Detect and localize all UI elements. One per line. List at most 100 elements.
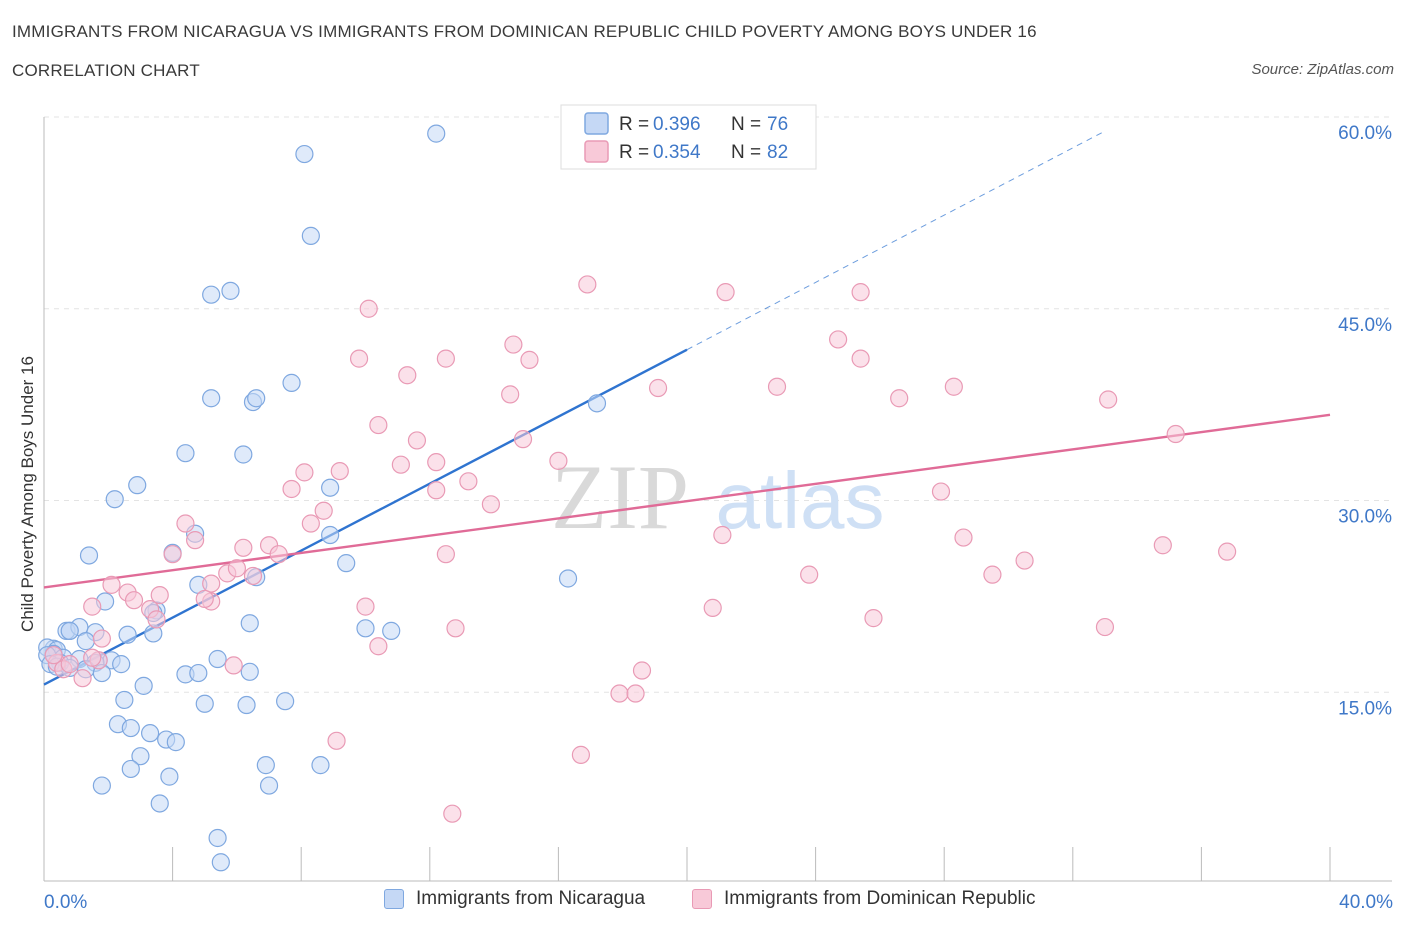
legend-n-label: N =: [731, 142, 761, 163]
point-nicaragua: [195, 694, 214, 713]
point-dominican: [1095, 617, 1115, 637]
point-dominican: [767, 377, 787, 396]
point-dominican: [83, 648, 102, 667]
point-dominican: [102, 575, 121, 594]
point-dominican: [549, 451, 568, 470]
legend-swatch-nicaragua: [584, 112, 609, 135]
point-nicaragua: [150, 794, 169, 813]
point-dominican: [150, 585, 169, 605]
point-nicaragua: [321, 525, 340, 545]
point-dominican: [851, 349, 870, 368]
point-dominican: [147, 610, 166, 629]
point-nicaragua: [282, 373, 301, 392]
point-dominican: [202, 574, 221, 593]
axes: 0.0% 40.0%: [43, 117, 1393, 913]
point-nicaragua: [256, 756, 275, 775]
point-nicaragua: [76, 632, 95, 651]
legend-label-dominican: Immigrants from Dominican Republic: [724, 888, 1036, 909]
x-tick-label: 0.0%: [44, 892, 87, 913]
point-dominican: [571, 745, 591, 764]
point-nicaragua: [234, 445, 253, 464]
point-dominican: [504, 335, 523, 354]
point-dominican: [314, 501, 333, 520]
point-nicaragua: [321, 478, 340, 497]
point-dominican: [1153, 536, 1172, 555]
point-dominican: [1015, 551, 1034, 570]
point-nicaragua: [121, 759, 140, 779]
point-dominican: [1218, 542, 1237, 561]
point-nicaragua: [134, 676, 153, 695]
y-tick-label: 45.0%: [1338, 315, 1392, 336]
point-dominican: [330, 461, 349, 481]
point-nicaragua: [131, 747, 150, 766]
point-nicaragua: [337, 554, 356, 573]
point-nicaragua: [382, 621, 401, 640]
legend-n-value: 82: [767, 142, 788, 163]
point-dominican: [83, 597, 102, 616]
point-dominican: [282, 479, 301, 499]
point-dominican: [829, 330, 848, 349]
point-dominican: [234, 538, 253, 557]
trend-line-nicaragua-extension: [686, 130, 1106, 351]
point-dominican: [864, 609, 883, 628]
point-nicaragua: [208, 649, 227, 669]
point-dominican: [349, 349, 369, 368]
point-dominican: [407, 431, 427, 450]
point-dominican: [327, 731, 346, 750]
point-nicaragua: [128, 476, 147, 495]
point-dominican: [60, 655, 79, 674]
point-nicaragua: [166, 733, 185, 752]
point-nicaragua: [79, 546, 99, 565]
point-dominican: [356, 597, 375, 616]
point-dominican: [610, 684, 629, 703]
legend-r-label: R =: [619, 114, 649, 135]
data-points: [38, 124, 1237, 872]
legend-r-label: R =: [619, 142, 649, 163]
legend-label-nicaragua: Immigrants from Nicaragua: [416, 888, 646, 909]
point-nicaragua: [211, 853, 230, 872]
point-dominican: [73, 669, 92, 688]
point-dominican: [983, 565, 1002, 584]
point-dominican: [703, 598, 722, 617]
legend-r-value: 0.396: [653, 114, 701, 135]
point-dominican: [427, 481, 446, 500]
point-dominican: [391, 455, 410, 474]
point-dominican: [301, 514, 320, 533]
point-nicaragua: [240, 662, 259, 681]
point-nicaragua: [121, 718, 140, 738]
point-dominican: [269, 545, 288, 564]
point-nicaragua: [115, 690, 134, 710]
point-nicaragua: [427, 124, 446, 143]
point-dominican: [369, 637, 388, 656]
point-dominican: [224, 656, 243, 675]
point-dominican: [713, 525, 732, 545]
legend-item-dominican[interactable]: Immigrants from Dominican Republic: [692, 888, 1036, 910]
point-nicaragua: [202, 285, 221, 304]
point-dominican: [632, 661, 652, 680]
point-dominican: [398, 366, 417, 385]
point-nicaragua: [118, 625, 137, 644]
point-nicaragua: [587, 394, 607, 413]
point-dominican: [195, 589, 214, 609]
point-dominican: [578, 275, 597, 294]
legend-n-value: 76: [767, 114, 788, 135]
point-dominican: [716, 283, 735, 302]
point-nicaragua: [202, 389, 221, 408]
point-nicaragua: [221, 281, 240, 300]
point-dominican: [931, 482, 951, 501]
point-nicaragua: [237, 695, 256, 715]
point-dominican: [626, 684, 645, 703]
point-nicaragua: [176, 444, 195, 463]
point-dominican: [520, 350, 539, 369]
legend-swatch-nicaragua: [384, 889, 404, 909]
point-dominican: [1166, 424, 1185, 444]
point-dominican: [124, 591, 144, 610]
point-nicaragua: [259, 776, 279, 795]
point-dominican: [944, 377, 963, 396]
point-dominican: [436, 545, 455, 564]
legend-item-nicaragua[interactable]: Immigrants from Nicaragua: [384, 888, 645, 910]
legend-r-value: 0.354: [653, 142, 701, 163]
point-dominican: [359, 299, 378, 318]
legend-swatch-dominican: [584, 140, 609, 163]
